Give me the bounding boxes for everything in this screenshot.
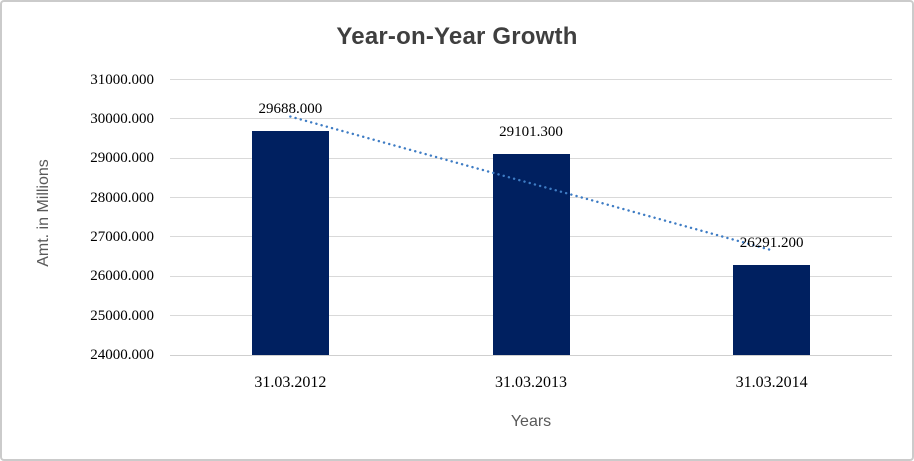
bar-31.03.2013 <box>492 154 570 355</box>
x-axis-line <box>170 354 892 356</box>
y-tick-label: 27000.000 <box>90 228 154 245</box>
bar-31.03.2012 <box>251 131 329 355</box>
y-axis-title: Amt. in Millions <box>35 159 52 267</box>
x-tick-label: 31.03.2012 <box>254 374 327 391</box>
gridline <box>170 79 892 80</box>
y-tick-label: 25000.000 <box>90 307 154 324</box>
gridline <box>170 118 892 120</box>
data-label: 26291.200 <box>739 234 804 251</box>
data-label: 29688.000 <box>258 101 323 118</box>
x-tick-label: 31.03.2013 <box>495 374 567 391</box>
data-label: 29101.300 <box>499 124 563 141</box>
y-tick-label: 30000.000 <box>90 110 154 127</box>
y-tick-label: 24000.000 <box>90 347 154 363</box>
y-tick-label: 28000.000 <box>90 189 154 206</box>
y-tick-label: 29000.000 <box>90 150 154 167</box>
chart-title: Year-on-Year Growth <box>336 23 578 50</box>
bar-31.03.2014 <box>733 264 811 355</box>
x-tick-label: 31.03.2014 <box>735 374 808 391</box>
x-axis-title: Years <box>510 413 552 430</box>
y-tick-label: 26000.000 <box>90 268 154 285</box>
y-tick-label: 31000.000 <box>90 71 154 88</box>
